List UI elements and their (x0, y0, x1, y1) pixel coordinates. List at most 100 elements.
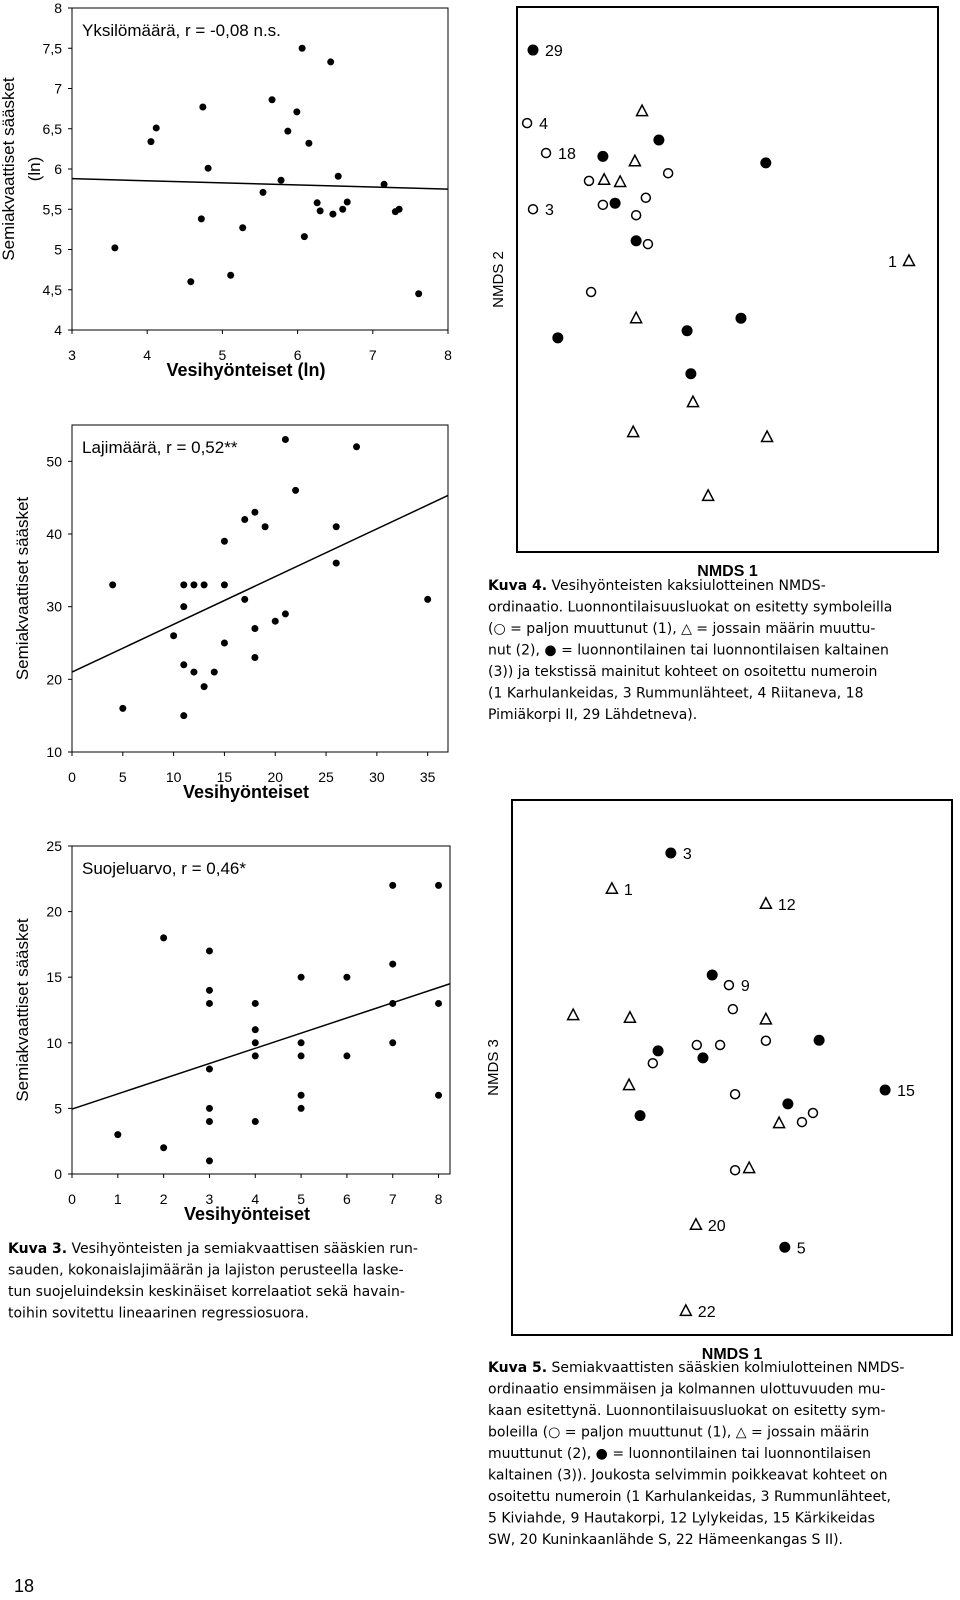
point-filled (329, 210, 337, 218)
point-filled (652, 1045, 664, 1057)
caption-line: Pimiäkorpi II, 29 Lähdetneva). (488, 707, 697, 723)
point-open (662, 167, 674, 179)
point-label: 22 (698, 1304, 716, 1321)
point-label: 1 (624, 882, 633, 899)
y-tick-label: 25 (46, 838, 62, 854)
point-filled (552, 332, 564, 344)
plot-frame (511, 799, 953, 1336)
point-filled (609, 197, 621, 209)
point-filled (109, 581, 117, 589)
point-open (585, 286, 597, 298)
y-tick-label: 6 (54, 161, 62, 177)
point-filled (735, 312, 747, 324)
point-filled (313, 199, 321, 207)
point-triangle (623, 1010, 637, 1023)
point-filled (114, 1131, 122, 1139)
caption-text: (○ = paljon muuttunut (1), △ = jossain m… (488, 621, 875, 637)
point-filled (205, 1157, 213, 1165)
point-filled (284, 127, 292, 135)
caption-line: toihin sovitettu lineaarinen regressiosu… (8, 1306, 309, 1322)
point-filled (251, 1052, 259, 1060)
y-tick-label: 30 (46, 599, 62, 615)
point-filled (205, 999, 213, 1007)
point-filled (160, 1144, 168, 1152)
y-tick-label: 40 (46, 526, 62, 542)
point-filled (779, 1241, 791, 1253)
caption-text: sauden, kokonaislajimäärän ja lajiston p… (8, 1263, 404, 1279)
x-tick-label: 25 (318, 769, 334, 785)
caption-text: ordinaatio ensimmäisen ja kolmannen ulot… (488, 1382, 885, 1398)
caption-line: Kuva 3. Vesihyönteisten ja semiakvaattis… (8, 1241, 418, 1257)
point-filled (343, 198, 351, 206)
point-triangle (760, 429, 774, 443)
point-filled (205, 1065, 213, 1073)
x-axis-label: Vesihyönteiset (184, 1204, 310, 1224)
caption-text: Semiakvaattisten sääskien kolmiulotteine… (547, 1360, 904, 1376)
caption-text: ordinaatio. Luonnontilaisuusluokat on es… (488, 600, 892, 616)
caption-line: sauden, kokonaislajimäärän ja lajiston p… (8, 1263, 404, 1279)
point-filled (343, 973, 351, 981)
caption-label: Kuva 3. (8, 1241, 67, 1257)
y-tick-label: 20 (46, 904, 62, 920)
regression-line (71, 177, 449, 190)
point-filled (435, 1091, 443, 1099)
point-filled (879, 1084, 891, 1096)
point-triangle (759, 1011, 773, 1025)
point-triangle (629, 310, 643, 324)
point-filled (180, 712, 188, 720)
caption-text: (3)) ja tekstissä mainitut kohteet on os… (488, 664, 877, 680)
plot-frame (71, 845, 451, 1175)
point-open (540, 147, 552, 159)
caption-line: ordinaatio ensimmäisen ja kolmannen ulot… (488, 1382, 885, 1398)
point-filled (200, 581, 208, 589)
point-open (597, 199, 609, 211)
point-filled (190, 668, 198, 676)
caption-label: Kuva 5. (488, 1360, 547, 1376)
x-axis-label: Vesihyönteiset (ln) (166, 360, 325, 380)
x-tick-label: 7 (369, 347, 377, 363)
point-filled (395, 205, 403, 213)
caption-line: SW, 20 Kuninkaanlähde S, 22 Hämeenkangas… (488, 1532, 843, 1548)
x-axis-label: NMDS 1 (702, 1346, 763, 1363)
point-filled (297, 1052, 305, 1060)
point-triangle (622, 1077, 636, 1091)
x-tick-label: 8 (444, 347, 452, 363)
point-filled (200, 683, 208, 691)
x-tick-label: 35 (420, 769, 436, 785)
point-filled (187, 278, 195, 286)
x-tick-label: 3 (206, 1191, 214, 1207)
point-filled (251, 999, 259, 1007)
caption-line: muuttunut (2), ● = luonnontilainen tai l… (488, 1446, 871, 1462)
x-tick-label: 5 (219, 347, 227, 363)
y-tick-label: 5,5 (43, 201, 63, 217)
x-tick-label: 6 (343, 1191, 351, 1207)
point-filled (339, 205, 347, 213)
plot-frame (71, 424, 449, 753)
y-tick-label: 8 (54, 0, 62, 16)
point-filled (205, 986, 213, 994)
point-filled (251, 1039, 259, 1047)
point-filled (389, 999, 397, 1007)
x-tick-label: 10 (166, 769, 182, 785)
point-filled (298, 44, 306, 52)
point-filled (147, 138, 155, 146)
point-filled (597, 150, 609, 162)
point-label: 5 (797, 1240, 806, 1257)
caption-line: kaltainen (3)). Joukosta selvimmin poikk… (488, 1468, 888, 1484)
y-tick-label: 20 (46, 671, 62, 687)
caption-text: toihin sovitettu lineaarinen regressiosu… (8, 1306, 309, 1322)
point-filled (281, 610, 289, 618)
caption-text: kaan esitettynä. Luonnontilaisuusluokat … (488, 1403, 886, 1419)
point-filled (152, 124, 160, 132)
point-filled (332, 523, 340, 531)
caption-line: ordinaatio. Luonnontilaisuusluokat on es… (488, 600, 892, 616)
point-filled (205, 1118, 213, 1126)
chart-title: Lajimäärä, r = 0,52** (82, 438, 238, 457)
point-triangle (635, 103, 649, 117)
point-open (729, 1089, 741, 1100)
caption-line: Kuva 4. Vesihyönteisten kaksiulotteinen … (488, 578, 826, 594)
y-tick-label: 4 (54, 322, 62, 338)
point-open (647, 1057, 659, 1069)
y-tick-label: 4,5 (43, 282, 63, 298)
point-filled (343, 1052, 351, 1060)
